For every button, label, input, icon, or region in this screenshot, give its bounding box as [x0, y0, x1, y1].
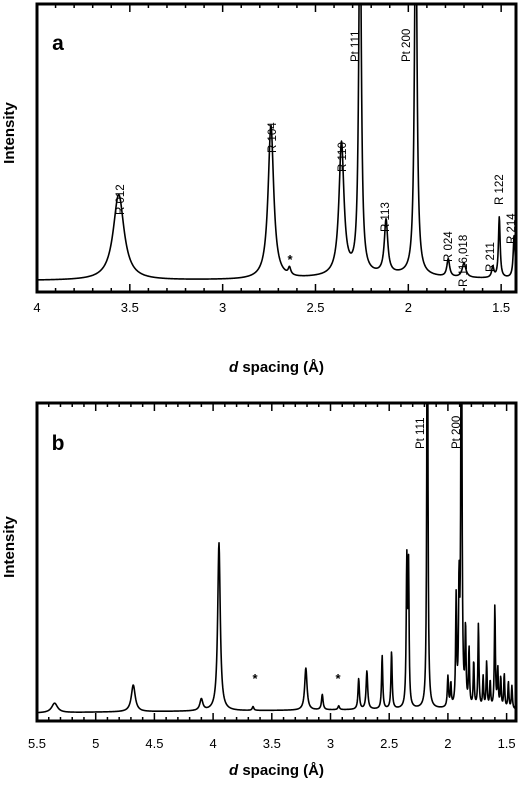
peak-label: R 214 [506, 213, 518, 244]
y-axis-label: Intensity [1, 102, 18, 164]
x-tick-label: 4 [209, 736, 216, 751]
x-tick-label: 4.5 [145, 736, 163, 751]
peak-label: Pt 200 [401, 29, 413, 62]
plot-frame [35, 401, 518, 723]
x-axis-label-italic: d [229, 762, 239, 779]
peak-label: R 012 [115, 184, 127, 215]
x-axis-label-rest: spacing (Å) [238, 762, 324, 779]
peak-label: R 116,018 [458, 235, 470, 287]
impurity-mark: * [287, 252, 293, 267]
x-tick-label: 2.5 [380, 736, 398, 751]
x-tick-label: 5 [92, 736, 99, 751]
x-ticks [36, 4, 502, 292]
panel-b: 5.5 5 4.5 4 3.5 3 2.5 2 1.5 d spacing (Å) Intensit… [1, 401, 518, 779]
diffraction-trace-b [37, 403, 516, 714]
plot-frame [35, 2, 518, 294]
x-tick-label: 3 [219, 300, 226, 315]
peak-label: R 113 [380, 202, 392, 232]
x-ticks [36, 403, 508, 721]
peak-label: R 122 [494, 174, 506, 205]
x-tick-label: 3.5 [121, 300, 139, 315]
x-tick-label: 2.5 [306, 300, 324, 315]
y-axis-label: Intensity [1, 516, 18, 578]
x-tick-label: 1.5 [498, 736, 516, 751]
x-tick-label: 1.5 [492, 300, 510, 315]
x-tick-label: 3.5 [263, 736, 281, 751]
peak-label: R 104 [267, 122, 279, 153]
impurity-mark: * [335, 671, 341, 686]
x-tick-label: 2 [444, 736, 451, 751]
impurity-mark: * [252, 671, 258, 686]
panel-letter: a [52, 32, 64, 55]
x-axis-label: d spacing (Å) [229, 762, 324, 779]
peak-label: Pt 111 [415, 417, 427, 449]
x-axis-label: d spacing (Å) [229, 359, 324, 376]
diffraction-trace-a [37, 4, 516, 281]
x-axis-label-rest: spacing (Å) [238, 359, 324, 376]
x-tick-label: 5.5 [28, 736, 46, 751]
peak-label: R 211 [485, 242, 497, 272]
x-tick-label: 4 [33, 300, 40, 315]
panel-a: 4 3.5 3 2.5 2 1.5 d spacing (Å) Intensity a R 012… [1, 2, 518, 376]
peak-label: Pt 111 [350, 30, 362, 62]
peak-label: R 110 [337, 142, 349, 172]
peak-label: R 024 [443, 231, 455, 262]
panel-letter: b [52, 432, 65, 455]
x-tick-label: 3 [327, 736, 334, 751]
x-tick-label: 2 [405, 300, 412, 315]
x-axis-label-italic: d [229, 359, 239, 376]
peak-label: Pt 200 [451, 416, 463, 449]
